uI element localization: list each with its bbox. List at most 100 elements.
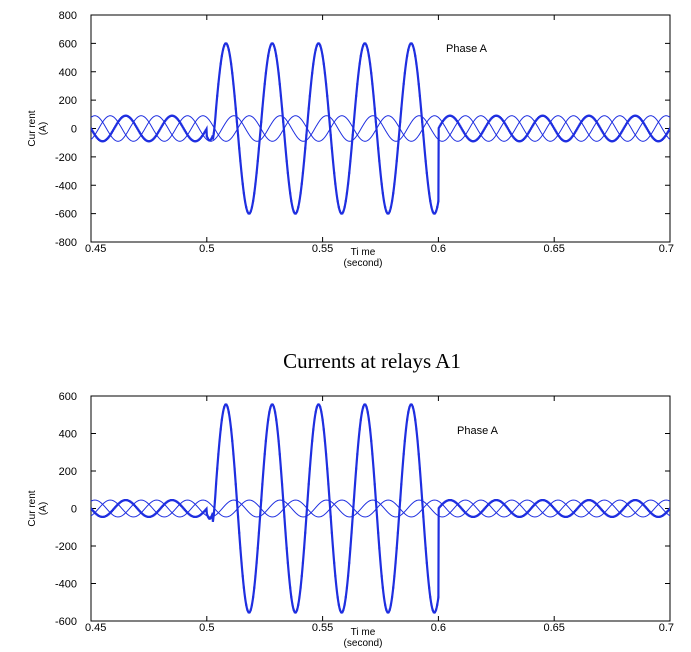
data-point [587,114,590,117]
data-point [636,499,639,502]
data-point [547,501,550,504]
data-point [634,499,637,502]
data-point [531,125,534,128]
data-point [99,515,102,518]
data-point [242,586,245,589]
data-point [174,499,177,502]
data-point [527,510,530,513]
data-point [288,182,291,185]
data-point [108,135,111,138]
data-point [584,499,587,502]
data-point [284,147,287,150]
data-point [457,121,460,124]
data-point [609,515,612,518]
data-point [212,513,215,516]
data-point [526,511,529,514]
data-point [628,118,631,121]
data-point [410,42,413,45]
data-point [123,114,126,117]
data-point [548,119,551,122]
data-point [565,140,568,143]
data-point [268,411,271,414]
data-point [195,140,198,143]
data-point [147,140,150,143]
data-point [520,515,523,518]
data-point [351,134,354,137]
data-point [637,116,640,119]
data-point [165,118,168,121]
data-point [513,514,516,517]
data-point [443,118,446,121]
data-point [234,483,237,486]
data-point [135,506,138,509]
data-point [591,499,594,502]
plot-area [91,42,670,215]
data-point [470,515,473,518]
data-point [436,603,439,606]
data-point [598,125,601,128]
data-point [213,121,216,124]
data-point [591,116,594,119]
data-point [215,483,218,486]
data-point [542,114,545,117]
data-point [567,139,570,142]
data-point [365,44,368,47]
data-point [143,137,146,140]
data-point [546,117,549,120]
data-point [557,512,560,515]
data-point [246,608,249,611]
data-point [102,515,105,518]
data-point [161,504,164,507]
data-point [453,117,456,120]
data-point [388,608,391,611]
data-point [402,453,405,456]
data-point [315,44,318,47]
data-point [382,596,385,599]
data-point [498,499,501,502]
data-point [344,200,347,203]
data-point [630,499,633,502]
data-point [120,117,123,120]
plot-area [91,403,670,614]
data-point [257,531,260,534]
data-point [198,514,201,517]
data-point [622,127,625,130]
data-point [347,182,350,185]
data-point [340,611,343,614]
data-point [304,147,307,150]
data-point [576,507,579,510]
data-point [530,127,533,130]
data-point [162,121,165,124]
data-point [100,140,103,143]
data-point [469,139,472,142]
data-point [414,54,417,57]
data-point [590,115,593,118]
data-point [451,499,454,502]
data-point [400,483,403,486]
data-point [193,140,196,143]
data-point [144,138,147,141]
data-point [440,121,443,124]
data-point [489,501,492,504]
data-point [171,114,174,117]
data-point [322,62,325,65]
data-point [444,117,447,120]
data-point [144,515,147,518]
data-point [629,500,632,503]
data-point [350,531,353,534]
data-point [625,123,627,126]
data-point [466,513,469,516]
data-point [396,147,399,150]
data-point [619,133,622,136]
data-point [577,506,580,509]
data-point [562,515,565,518]
data-point [203,510,206,513]
data-point [248,611,251,614]
data-point [501,118,504,121]
data-point [423,147,426,150]
data-point [389,603,392,606]
data-point [606,514,609,517]
data-point [640,118,643,121]
data-point [225,42,228,45]
data-point [492,115,495,118]
